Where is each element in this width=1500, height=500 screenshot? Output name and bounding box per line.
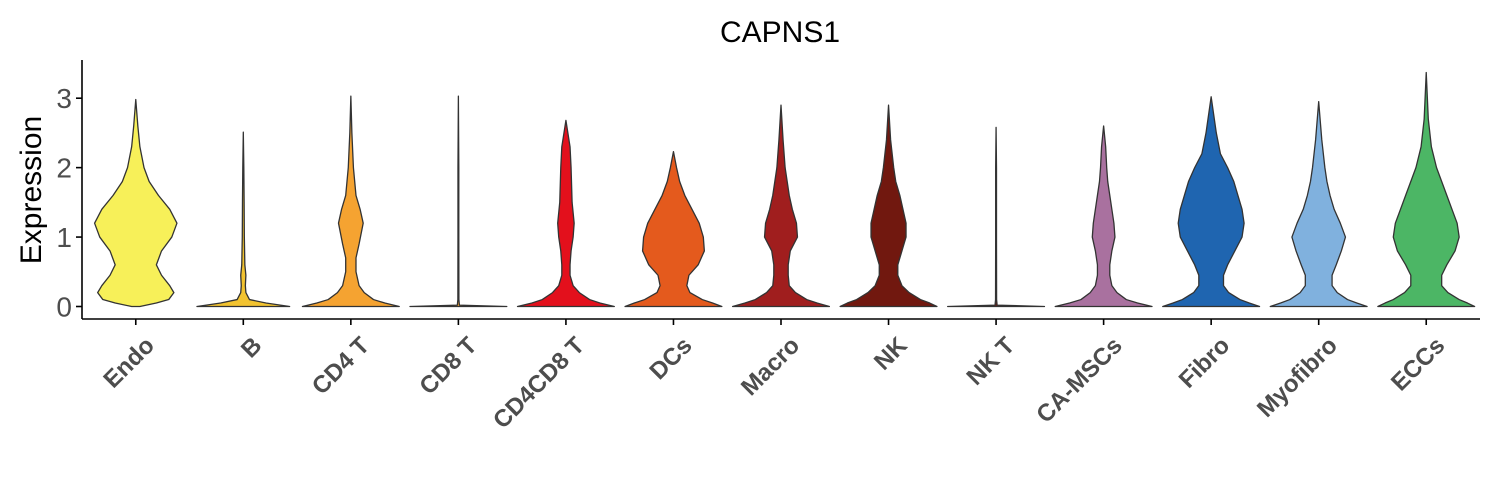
y-tick-label: 1 bbox=[56, 222, 72, 253]
x-tick-label-cd4cd8-t: CD4CD8 T bbox=[488, 332, 590, 434]
violin-myofibro bbox=[1269, 101, 1368, 308]
chart-title: CAPNS1 bbox=[720, 16, 840, 49]
x-tick-label-b: B bbox=[236, 332, 267, 363]
violin-group bbox=[93, 71, 1476, 308]
violin-b bbox=[196, 131, 291, 308]
violin-cd4-t bbox=[301, 95, 400, 308]
x-tick-label-eccs: ECCs bbox=[1386, 332, 1450, 396]
violin-fibro bbox=[1162, 96, 1261, 308]
violin-endo bbox=[93, 98, 178, 308]
x-tick-label-nk: NK bbox=[869, 332, 913, 376]
violin-cd4cd8-t bbox=[516, 119, 615, 308]
violin-ca-mscs bbox=[1054, 125, 1153, 308]
y-axis-ticks: 0 1 2 3 bbox=[56, 83, 82, 323]
x-tick-label-myofibro: Myofibro bbox=[1252, 332, 1343, 423]
y-tick-label: 2 bbox=[56, 153, 72, 184]
x-tick-label-macro: Macro bbox=[736, 332, 805, 401]
x-tick-label-fibro: Fibro bbox=[1174, 332, 1236, 394]
violin-nk-t bbox=[947, 126, 1046, 308]
x-tick-label-cd4-t: CD4 T bbox=[307, 332, 375, 400]
violin-eccs bbox=[1377, 71, 1476, 308]
y-axis-label: Expression bbox=[15, 116, 48, 264]
x-tick-label-nk-t: NK T bbox=[962, 332, 1021, 391]
y-tick-label: 3 bbox=[56, 83, 72, 114]
violin-cd8-t bbox=[409, 95, 508, 308]
x-tick-label-cd8-t: CD8 T bbox=[414, 332, 482, 400]
x-tick-label-ca-mscs: CA-MSCs bbox=[1031, 332, 1127, 428]
x-axis-ticks: Endo B CD4 T CD8 T CD4CD8 T DCs Macro NK NK T CA-… bbox=[98, 319, 1450, 434]
violin-macro bbox=[731, 104, 831, 308]
x-tick-label-endo: Endo bbox=[98, 332, 160, 394]
violin-dcs bbox=[624, 151, 723, 308]
x-tick-label-dcs: DCs bbox=[645, 332, 698, 385]
violin-nk bbox=[839, 104, 938, 308]
y-tick-label: 0 bbox=[56, 292, 72, 323]
